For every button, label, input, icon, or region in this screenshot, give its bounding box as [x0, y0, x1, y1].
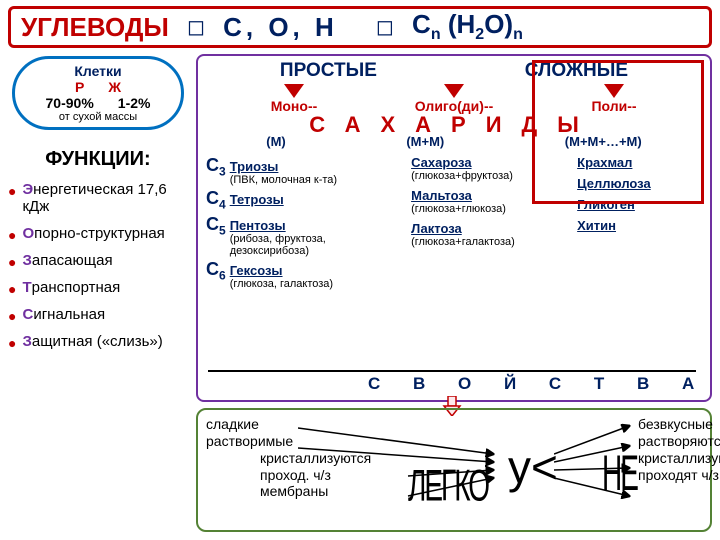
bullet-icon: ● — [8, 184, 16, 198]
cells-pct: 70-90% 1-2% — [15, 95, 181, 111]
c3-label: C3 — [206, 155, 226, 179]
bullet-icon: ● — [8, 255, 16, 269]
cells-note: от сухой массы — [15, 111, 181, 123]
bullet-icon: ● — [8, 228, 16, 242]
title-elements: C, O, H — [223, 12, 338, 43]
bullet-icon: ● — [8, 282, 16, 296]
title-bar: УГЛЕВОДЫ ◻ C, O, H ◻ Cn (H2O)n — [8, 6, 712, 48]
head-complex: СЛОЖНЫЕ — [525, 60, 628, 82]
func-item: ●Запасающая — [8, 252, 188, 269]
c5-label: C5 — [206, 214, 226, 238]
triangle-icon — [444, 84, 464, 98]
oligo-column: Сахароза(глюкоза+фруктоза) Мальтоза(глюк… — [411, 155, 567, 292]
props-right: безвкусные растворяются кристаллизуются … — [638, 416, 720, 484]
square-icon-1: ◻ — [187, 14, 205, 40]
functions-title: ФУНКЦИИ: — [8, 148, 188, 171]
u-label: у< — [508, 440, 558, 494]
svoistva-label: С В О Й С Т В А — [368, 374, 708, 394]
func-item: ●Энергетическая 17,6 кДж — [8, 181, 188, 215]
cells-title: Клетки — [15, 63, 181, 79]
poly-column: Крахмал Целлюлоза Гликоген Хитин — [577, 155, 702, 292]
arrows-right-icon — [554, 418, 634, 528]
func-item: ●Транспортная — [8, 279, 188, 296]
c4-label: C4 — [206, 188, 226, 212]
square-icon-2: ◻ — [376, 14, 394, 40]
title-main: УГЛЕВОДЫ — [21, 12, 169, 43]
divider-line — [208, 370, 696, 372]
title-formula: Cn (H2O)n — [412, 9, 523, 44]
main-panel: ПРОСТЫЕ СЛОЖНЫЕ Моно-- Олиго(ди)-- Поли-… — [196, 54, 712, 402]
func-item: ●Опорно-структурная — [8, 225, 188, 242]
arrows-left-icon — [298, 418, 498, 528]
cells-box: Клетки Р Ж 70-90% 1-2% от сухой массы — [12, 56, 184, 130]
triangle-row: Моно-- Олиго(ди)-- Поли-- — [214, 82, 694, 114]
bullet-icon: ● — [8, 336, 16, 350]
func-item: ●Защитная («слизь») — [8, 333, 188, 350]
mono-column: C3Триозы(ПВК, молочная к-та) C4Тетрозы C… — [206, 155, 401, 292]
func-item: ●Сигнальная — [8, 306, 188, 323]
content-columns: C3Триозы(ПВК, молочная к-та) C4Тетрозы C… — [206, 155, 702, 292]
c6-label: C6 — [206, 259, 226, 283]
functions-block: ФУНКЦИИ: ●Энергетическая 17,6 кДж ●Опорн… — [8, 148, 188, 360]
panel-header: ПРОСТЫЕ СЛОЖНЫЕ — [206, 60, 702, 82]
triangle-icon — [284, 84, 304, 98]
triangle-icon — [604, 84, 624, 98]
head-simple: ПРОСТЫЕ — [280, 60, 377, 82]
properties-box: сладкие растворимые кристаллизуются прох… — [196, 408, 712, 532]
cells-letters: Р Ж — [15, 79, 181, 95]
bullet-icon: ● — [8, 309, 16, 323]
